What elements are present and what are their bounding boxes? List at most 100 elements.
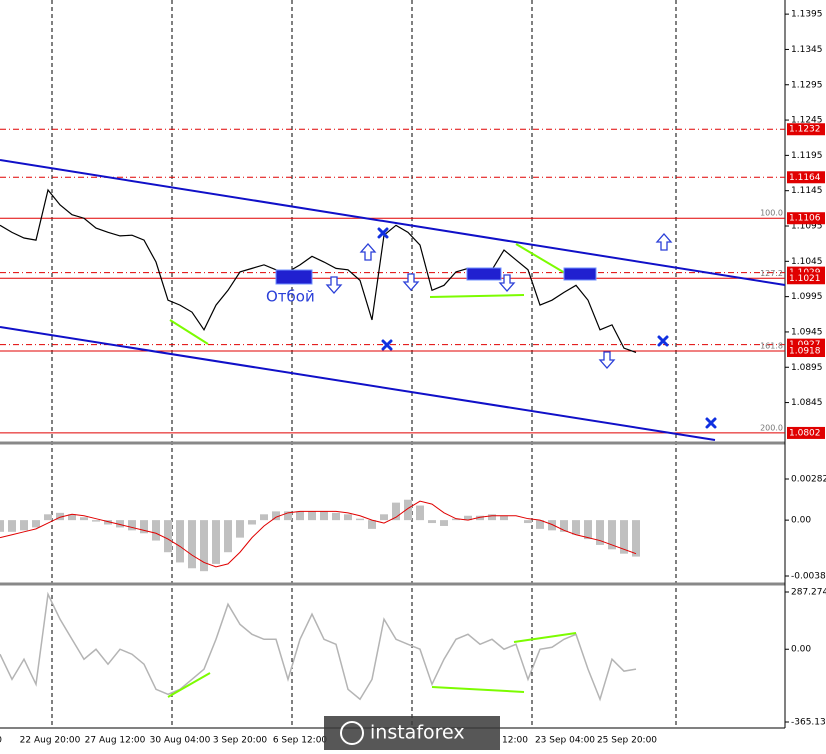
y-tick-label: -0.00383 [791, 572, 826, 582]
y-tick-label: 1.0895 [791, 363, 823, 373]
divergence-line [513, 632, 577, 643]
y-tick-label: 287.2748 [791, 588, 826, 598]
level-label-bg [787, 426, 825, 439]
y-tick-label: 1.1345 [791, 45, 823, 55]
level-label-bg [787, 272, 825, 285]
y-tick-label: 1.0995 [791, 292, 823, 302]
y-tick-label: 0.00 [791, 516, 811, 526]
histogram-bar [176, 520, 184, 563]
x-tick-label: 18:00 [0, 736, 2, 746]
level-label: 1.0802 [789, 428, 821, 438]
fib-label: 100.0 [760, 209, 783, 218]
x-tick-label: 6 Sep 12:00 [273, 736, 328, 746]
divergence-line [429, 294, 525, 298]
y-tick-label: 1.0945 [791, 327, 823, 337]
y-tick-label: 1.1395 [791, 10, 823, 20]
level-label-bg [787, 123, 825, 136]
histogram-bar [416, 505, 424, 521]
histogram-bar [128, 520, 136, 531]
fib-label: 200.0 [760, 423, 783, 432]
histogram-bar [440, 520, 448, 526]
histogram-bar [20, 520, 28, 531]
x-tick-label: 3 Sep 20:00 [213, 736, 268, 746]
histogram-bar [380, 514, 388, 521]
level-label-bg [787, 345, 825, 358]
cross-marker [381, 339, 393, 351]
cci-line [0, 591, 637, 702]
histogram-bar [428, 520, 436, 524]
channel-lower [0, 326, 716, 441]
zone-box [466, 267, 502, 281]
signal-arrow [598, 351, 616, 369]
histogram-bar [404, 499, 412, 521]
y-tick-label: 1.1045 [791, 257, 823, 267]
histogram-bar [8, 520, 16, 532]
fib-label: 127.2 [760, 269, 783, 278]
histogram-bar [164, 520, 172, 553]
cross-marker [377, 227, 389, 239]
histogram-bar [212, 520, 220, 564]
histogram-bar [224, 520, 232, 553]
y-tick-label: 1.1095 [791, 222, 823, 232]
histogram-bar [632, 520, 640, 557]
histogram-bar [368, 520, 376, 529]
histogram-bar [272, 511, 280, 521]
histogram-bar [620, 520, 628, 554]
y-tick-label: 0.00 [791, 645, 811, 655]
histogram-bar [56, 512, 64, 521]
histogram-bar [572, 520, 580, 535]
histogram-bar [344, 514, 352, 521]
divergence-line [515, 243, 571, 277]
histogram-bar [188, 520, 196, 569]
histogram-bar [80, 517, 88, 521]
histogram-bar [584, 520, 592, 540]
y-tick-label: 0.00282 [791, 475, 826, 485]
watermark: instaforex [324, 716, 500, 750]
histogram-bar [152, 520, 160, 541]
histogram-bar [596, 520, 604, 545]
level-label: 1.1106 [789, 214, 821, 224]
y-tick-label: 1.0845 [791, 398, 823, 408]
histogram-bar [308, 511, 316, 521]
histogram-bar [296, 511, 304, 521]
divergence-line [169, 319, 209, 345]
watermark-text: instaforex [370, 722, 465, 744]
y-tick-label: 1.1145 [791, 186, 823, 196]
y-tick-label: 1.1195 [791, 151, 823, 161]
histogram-bar [356, 518, 364, 521]
level-label-bg [787, 171, 825, 184]
histogram-bar [116, 520, 124, 528]
histogram-bar [560, 520, 568, 532]
signal-arrow [655, 233, 673, 251]
histogram-bar [464, 515, 472, 521]
x-tick-label: 12:00 [502, 736, 528, 746]
histogram-bar [320, 511, 328, 521]
histogram-bar [548, 520, 556, 531]
signal-arrow [325, 276, 343, 294]
histogram-bar [284, 511, 292, 521]
histogram-bar [536, 520, 544, 529]
signal-arrow [402, 273, 420, 291]
histogram-bar [524, 520, 532, 524]
x-tick-label: 25 Sep 20:00 [597, 736, 657, 746]
x-tick-label: 22 Aug 20:00 [20, 736, 81, 746]
cross-marker [657, 335, 669, 347]
zone-box [563, 267, 597, 281]
crosses [377, 227, 717, 429]
y-tick-label: 1.1295 [791, 80, 823, 90]
price-line [0, 188, 637, 353]
watermark-logo [340, 721, 364, 745]
x-tick-label: 30 Aug 04:00 [150, 736, 211, 746]
histogram-bar [0, 520, 4, 532]
divergence-line [431, 686, 525, 693]
level-label-bg [787, 212, 825, 225]
drawings [0, 159, 786, 698]
histogram-bar [68, 514, 76, 521]
histogram-bar [104, 520, 112, 525]
histogram-bar [92, 520, 100, 522]
y-tick-label: 1.1245 [791, 116, 823, 126]
histogram-bar [476, 515, 484, 521]
level-label: 1.1021 [789, 274, 821, 284]
